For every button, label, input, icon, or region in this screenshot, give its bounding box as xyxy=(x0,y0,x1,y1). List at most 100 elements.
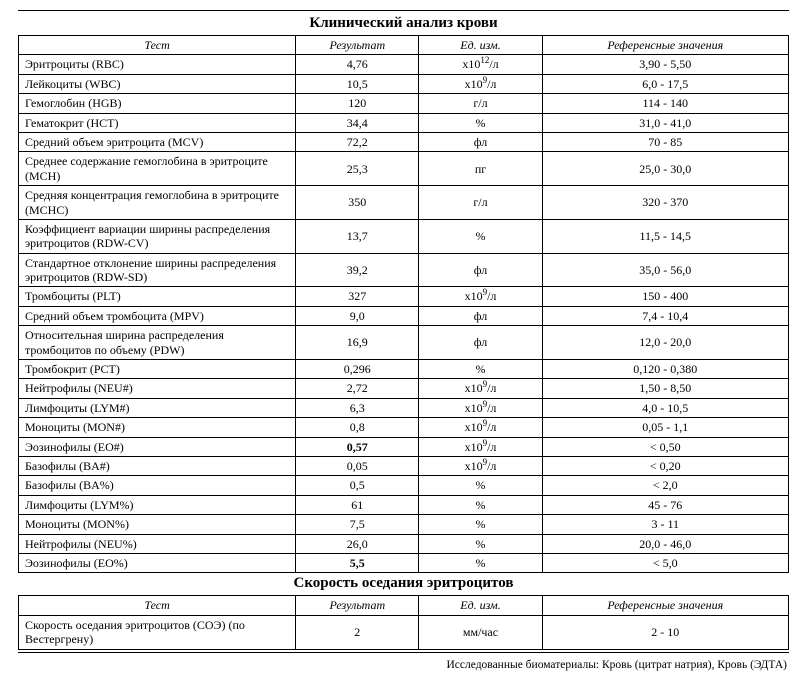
cell-result: 72,2 xyxy=(296,132,419,151)
col-header-test: Тест xyxy=(19,36,296,55)
table-row: Средняя концентрация гемоглобина в эритр… xyxy=(19,186,789,220)
cell-test: Нейтрофилы (NEU%) xyxy=(19,534,296,553)
table-row: Среднее содержание гемоглобина в эритроц… xyxy=(19,152,789,186)
cell-unit: % xyxy=(419,219,542,253)
cell-ref: 3,90 - 5,50 xyxy=(542,55,788,74)
cell-result: 4,76 xyxy=(296,55,419,74)
table-row: Базофилы (BA#)0,05х109/л< 0,20 xyxy=(19,456,789,475)
cell-ref: < 0,50 xyxy=(542,437,788,456)
cell-ref: 20,0 - 46,0 xyxy=(542,534,788,553)
col-header-test: Тест xyxy=(19,596,296,615)
cell-unit: % xyxy=(419,113,542,132)
table-row: Средний объем эритроцита (MCV)72,2фл70 -… xyxy=(19,132,789,151)
cell-unit: мм/час xyxy=(419,615,542,649)
cell-unit: г/л xyxy=(419,186,542,220)
cell-unit: х109/л xyxy=(419,437,542,456)
cell-result: 9,0 xyxy=(296,306,419,325)
cell-test: Тромбокрит (PCT) xyxy=(19,360,296,379)
cell-result: 7,5 xyxy=(296,515,419,534)
cell-result: 0,05 xyxy=(296,456,419,475)
cell-result: 0,296 xyxy=(296,360,419,379)
cell-ref: < 0,20 xyxy=(542,456,788,475)
top-rule xyxy=(18,10,789,11)
cell-ref: 70 - 85 xyxy=(542,132,788,151)
bottom-rule xyxy=(18,652,789,653)
table-row: Базофилы (BA%)0,5%< 2,0 xyxy=(19,476,789,495)
cell-result: 2,72 xyxy=(296,379,419,398)
cell-ref: 114 - 140 xyxy=(542,94,788,113)
cell-ref: 2 - 10 xyxy=(542,615,788,649)
table-row: Стандартное отклонение ширины распределе… xyxy=(19,253,789,287)
cell-result: 13,7 xyxy=(296,219,419,253)
cell-test: Тромбоциты (PLT) xyxy=(19,287,296,306)
cell-unit: х109/л xyxy=(419,287,542,306)
cell-test: Относительная ширина распределения тромб… xyxy=(19,326,296,360)
table-row: Лейкоциты (WBC)10,5х109/л6,0 - 17,5 xyxy=(19,74,789,93)
cell-ref: 7,4 - 10,4 xyxy=(542,306,788,325)
table-row: Гематокрит (HCT)34,4%31,0 - 41,0 xyxy=(19,113,789,132)
table-row: Моноциты (MON%)7,5%3 - 11 xyxy=(19,515,789,534)
section2-title: Скорость оседания эритроцитов xyxy=(18,573,789,595)
cell-result: 10,5 xyxy=(296,74,419,93)
table-row: Нейтрофилы (NEU#)2,72х109/л1,50 - 8,50 xyxy=(19,379,789,398)
cbc-header-row: Тест Результат Ед. изм. Референсные знач… xyxy=(19,36,789,55)
cell-ref: 31,0 - 41,0 xyxy=(542,113,788,132)
esr-table: Тест Результат Ед. изм. Референсные знач… xyxy=(18,595,789,649)
cell-test: Базофилы (BA#) xyxy=(19,456,296,475)
cell-ref: 35,0 - 56,0 xyxy=(542,253,788,287)
cell-result: 5,5 xyxy=(296,553,419,572)
cell-ref: 11,5 - 14,5 xyxy=(542,219,788,253)
cell-result: 39,2 xyxy=(296,253,419,287)
cell-test: Базофилы (BA%) xyxy=(19,476,296,495)
biomaterials-note: Исследованные биоматериалы: Кровь (цитра… xyxy=(18,655,789,671)
cell-result: 34,4 xyxy=(296,113,419,132)
cell-result: 61 xyxy=(296,495,419,514)
cell-result: 327 xyxy=(296,287,419,306)
cell-unit: фл xyxy=(419,253,542,287)
table-row: Моноциты (MON#)0,8х109/л0,05 - 1,1 xyxy=(19,418,789,437)
cell-result: 6,3 xyxy=(296,398,419,417)
table-row: Скорость оседания эритроцитов (СОЭ) (по … xyxy=(19,615,789,649)
cell-ref: 4,0 - 10,5 xyxy=(542,398,788,417)
table-row: Тромбоциты (PLT)327х109/л150 - 400 xyxy=(19,287,789,306)
col-header-result: Результат xyxy=(296,596,419,615)
cell-test: Эритроциты (RBC) xyxy=(19,55,296,74)
cell-ref: 12,0 - 20,0 xyxy=(542,326,788,360)
table-row: Эозинофилы (EO#)0,57х109/л< 0,50 xyxy=(19,437,789,456)
cell-unit: х109/л xyxy=(419,74,542,93)
cell-result: 26,0 xyxy=(296,534,419,553)
cell-result: 0,5 xyxy=(296,476,419,495)
col-header-unit: Ед. изм. xyxy=(419,596,542,615)
cell-ref: 3 - 11 xyxy=(542,515,788,534)
cell-test: Средняя концентрация гемоглобина в эритр… xyxy=(19,186,296,220)
cell-unit: г/л xyxy=(419,94,542,113)
cell-unit: % xyxy=(419,534,542,553)
cell-unit: % xyxy=(419,476,542,495)
cell-ref: 25,0 - 30,0 xyxy=(542,152,788,186)
cell-test: Скорость оседания эритроцитов (СОЭ) (по … xyxy=(19,615,296,649)
cell-test: Гемоглобин (HGB) xyxy=(19,94,296,113)
cell-ref: 0,05 - 1,1 xyxy=(542,418,788,437)
esr-header-row: Тест Результат Ед. изм. Референсные знач… xyxy=(19,596,789,615)
cell-unit: % xyxy=(419,515,542,534)
cell-unit: х109/л xyxy=(419,379,542,398)
table-row: Коэффициент вариации ширины распределени… xyxy=(19,219,789,253)
cell-test: Среднее содержание гемоглобина в эритроц… xyxy=(19,152,296,186)
cell-ref: 45 - 76 xyxy=(542,495,788,514)
cell-test: Коэффициент вариации ширины распределени… xyxy=(19,219,296,253)
col-header-unit: Ед. изм. xyxy=(419,36,542,55)
cell-test: Нейтрофилы (NEU#) xyxy=(19,379,296,398)
cell-result: 25,3 xyxy=(296,152,419,186)
cell-test: Гематокрит (HCT) xyxy=(19,113,296,132)
cell-test: Стандартное отклонение ширины распределе… xyxy=(19,253,296,287)
table-row: Гемоглобин (HGB)120г/л114 - 140 xyxy=(19,94,789,113)
cell-result: 16,9 xyxy=(296,326,419,360)
cell-unit: % xyxy=(419,360,542,379)
col-header-ref: Референсные значения xyxy=(542,36,788,55)
cell-result: 120 xyxy=(296,94,419,113)
cell-test: Моноциты (MON#) xyxy=(19,418,296,437)
cell-test: Эозинофилы (EO%) xyxy=(19,553,296,572)
cell-ref: 150 - 400 xyxy=(542,287,788,306)
cbc-table: Тест Результат Ед. изм. Референсные знач… xyxy=(18,35,789,573)
cell-test: Эозинофилы (EO#) xyxy=(19,437,296,456)
